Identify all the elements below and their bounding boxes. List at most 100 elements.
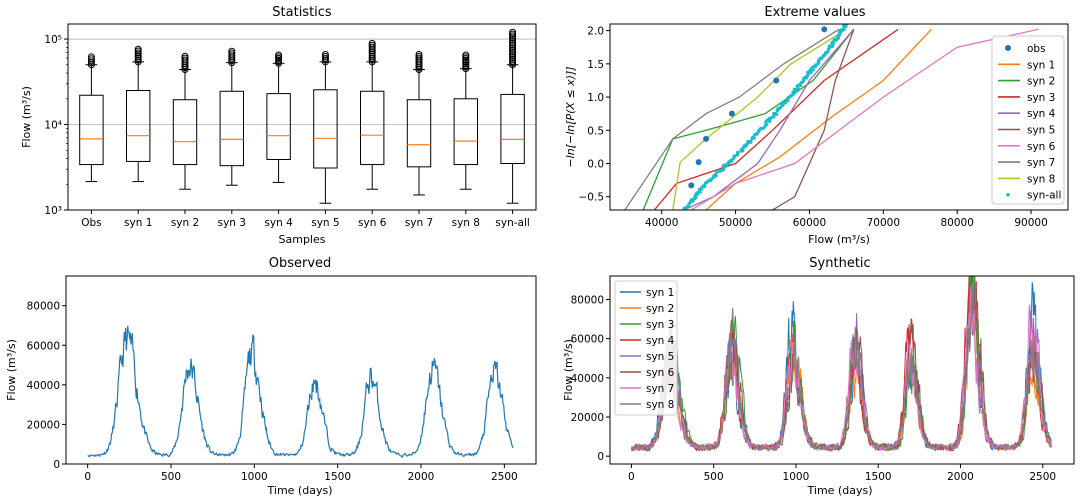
extreme-series-line bbox=[683, 28, 855, 210]
legend-label: syn 8 bbox=[646, 399, 674, 411]
observed-ytick-label: 40000 bbox=[27, 380, 60, 392]
obs-point bbox=[821, 26, 828, 33]
box-flier bbox=[509, 28, 517, 36]
legend-marker-syn-all bbox=[1006, 192, 1010, 197]
box-flier bbox=[368, 39, 376, 47]
extreme-xtick-label: 40000 bbox=[645, 217, 678, 229]
statistics-ytick-label: 10³ bbox=[44, 205, 62, 217]
observed-ytick-label: 20000 bbox=[27, 419, 60, 431]
observed-ytick-label: 60000 bbox=[27, 340, 60, 352]
synthetic-flow-line bbox=[631, 276, 1052, 453]
box-flier bbox=[321, 50, 329, 58]
box-flier bbox=[415, 52, 423, 60]
observed-ylabel: Flow (m³/s) bbox=[5, 339, 18, 401]
observed-xlabel: Time (days) bbox=[267, 484, 333, 497]
box-flier bbox=[368, 41, 376, 49]
synthetic-ylabel: Flow (m³/s) bbox=[562, 339, 575, 401]
syn-all-point bbox=[733, 154, 737, 158]
extreme-values-ylabel: −ln[−ln[P(X ≤ x)]] bbox=[564, 66, 577, 167]
obs-point bbox=[695, 159, 702, 166]
extreme-values-xlabel: Flow (m³/s) bbox=[808, 233, 870, 246]
statistics-xtick-label: syn 5 bbox=[311, 217, 339, 229]
synthetic-ytick-label: 20000 bbox=[571, 412, 604, 424]
synthetic-flow-line bbox=[631, 310, 1052, 452]
box-flier bbox=[134, 49, 142, 57]
legend-label-obs: obs bbox=[1027, 43, 1046, 55]
legend-label: syn 6 bbox=[1027, 141, 1056, 153]
box-flier bbox=[509, 37, 517, 45]
observed-ytick-label: 0 bbox=[53, 459, 60, 471]
syn-all-point bbox=[741, 146, 745, 150]
syn-all-point bbox=[774, 111, 778, 115]
obs-point bbox=[703, 135, 710, 142]
legend-label: syn 1 bbox=[1027, 59, 1055, 71]
extreme-series-line bbox=[690, 28, 1039, 210]
statistics-title: Statistics bbox=[272, 5, 332, 20]
syn-all-point bbox=[752, 136, 756, 140]
synthetic-legend: syn 1 syn 2 syn 3 syn 4 syn 5 syn 6 syn … bbox=[614, 280, 678, 416]
statistics-xtick-label: syn-all bbox=[495, 217, 529, 229]
syn-all-point bbox=[765, 123, 769, 127]
syn-all-point bbox=[749, 139, 753, 143]
box-flier bbox=[87, 57, 95, 65]
box-flier bbox=[275, 51, 283, 59]
box-flier bbox=[462, 51, 470, 59]
synthetic-ytick-label: 60000 bbox=[571, 334, 604, 346]
extreme-values-title: Extreme values bbox=[764, 5, 865, 20]
box-body bbox=[219, 90, 245, 167]
extreme-xtick-label: 80000 bbox=[940, 217, 973, 229]
synthetic-flow-line bbox=[630, 288, 1052, 452]
legend-label: syn 7 bbox=[1027, 157, 1055, 169]
statistics-xtick-label: syn 4 bbox=[264, 217, 293, 229]
syn-all-point bbox=[809, 70, 813, 75]
observed-title: Observed bbox=[269, 256, 332, 271]
extreme-xtick-label: 90000 bbox=[1014, 217, 1047, 229]
extreme-ytick-label: −0.5 bbox=[579, 192, 605, 204]
synthetic-panel: Synthetic 0 20000 40000 60000 80000 0 50… bbox=[562, 256, 1075, 497]
syn-all-point bbox=[811, 68, 815, 72]
extreme-ytick-label: 0.5 bbox=[587, 125, 604, 137]
box-body bbox=[266, 93, 291, 160]
synthetic-xtick-label: 1000 bbox=[783, 471, 810, 483]
box-flier bbox=[509, 39, 517, 47]
synthetic-xtick-label: 0 bbox=[628, 471, 635, 483]
legend-label-syn-all: syn-all bbox=[1027, 190, 1061, 202]
legend-label: syn 7 bbox=[646, 383, 674, 395]
synthetic-xtick-label: 2000 bbox=[947, 471, 974, 483]
observed-xtick-label: 500 bbox=[161, 471, 181, 483]
synthetic-flow-line bbox=[631, 276, 1052, 452]
legend-marker-obs bbox=[1005, 45, 1011, 51]
extreme-xtick-label: 60000 bbox=[793, 217, 826, 229]
synthetic-flow-line bbox=[630, 286, 1052, 453]
syn-all-point bbox=[698, 190, 702, 194]
observed-axes-frame bbox=[65, 275, 537, 465]
extreme-series-line bbox=[672, 28, 847, 210]
box-flier bbox=[509, 32, 517, 40]
synthetic-xtick-label: 500 bbox=[704, 471, 724, 483]
box-flier bbox=[134, 58, 142, 66]
legend-label: syn 3 bbox=[1027, 92, 1055, 104]
legend-label: syn 2 bbox=[646, 303, 674, 315]
box-flier bbox=[181, 56, 189, 64]
box-flier bbox=[87, 55, 95, 63]
box-flier bbox=[509, 46, 517, 54]
box-flier bbox=[509, 54, 517, 62]
extreme-series-line bbox=[772, 29, 855, 210]
synthetic-title: Synthetic bbox=[809, 256, 870, 271]
observed-xtick-label: 2500 bbox=[491, 471, 518, 483]
statistics-xlabel: Samples bbox=[279, 233, 326, 246]
obs-point bbox=[688, 182, 695, 189]
box-flier bbox=[228, 51, 236, 59]
box-body bbox=[313, 89, 338, 169]
extreme-ytick-label: 2.0 bbox=[587, 26, 604, 38]
box-flier bbox=[509, 30, 517, 38]
box-flier bbox=[509, 50, 517, 58]
extreme-values-panel: Extreme values −0.5 0.0 0.5 1.0 1.5 2.0 … bbox=[564, 5, 1069, 246]
observed-xtick-label: 1500 bbox=[324, 471, 351, 483]
observed-ytick-label: 80000 bbox=[27, 301, 60, 313]
box-flier bbox=[509, 41, 517, 49]
legend-label: syn 5 bbox=[646, 351, 674, 363]
synthetic-flow-line bbox=[630, 285, 1052, 453]
legend-label: syn 6 bbox=[646, 367, 675, 379]
